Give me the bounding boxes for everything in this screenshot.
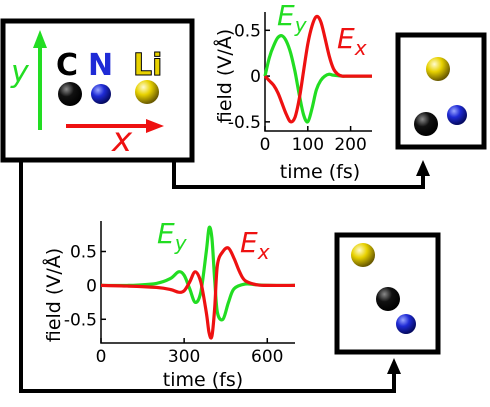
chart-top-xtick-label: 100 [292, 135, 324, 155]
chart-top-legend-ey: Ey [277, 0, 308, 37]
atom-lithium [135, 80, 159, 104]
chart-bottom-ytick-labels: 0.5 0 -0.5 [64, 243, 97, 331]
connector-arrow-bottom [19, 161, 401, 393]
chart-bottom-xtick-label: 600 [251, 347, 283, 367]
atom-label-lithium: Li [133, 48, 162, 83]
chart-top-series-ex [263, 14, 372, 124]
chart-top-axes [264, 12, 372, 132]
chart-top-series-ey [263, 34, 372, 124]
result-top-nitrogen [447, 105, 467, 125]
chart-bottom-legend-ey: Ey [157, 217, 188, 255]
chart-top-xlabel: time (fs) [280, 161, 360, 183]
chart-bottom-xtick-label: 300 [168, 347, 200, 367]
atom-label-carbon: C [56, 48, 78, 83]
chart-bottom-legend-ex: Ex [240, 226, 270, 264]
chart-bottom-series-ex [100, 246, 296, 340]
chart-bottom-xlabel: time (fs) [163, 369, 243, 391]
result-bottom-lithium [351, 243, 375, 267]
chart-top: field (V/Å) time (fs) 0.50-0.5 0 100 200 E… [213, 0, 372, 183]
chart-top-xtick-label: 0 [260, 135, 271, 155]
result-top-lithium [426, 57, 450, 81]
result-top-carbon [414, 112, 438, 136]
y-axis-label: y [10, 55, 30, 90]
chart-top-legend-ex: Ex [337, 22, 367, 60]
chart-bottom-ytick-label: 0.5 [70, 243, 97, 263]
chart-top-ytick-label: 0.5 [234, 21, 261, 41]
connector-arrow-top [172, 160, 430, 189]
result-box-top [395, 32, 487, 150]
chart-bottom-ytick-label: -0.5 [64, 310, 97, 330]
result-bottom-nitrogen [396, 314, 416, 334]
chart-bottom-xtick-labels: 0 300 600 [96, 347, 284, 367]
atom-carbon [58, 82, 82, 106]
chart-bottom-series-ey [100, 225, 296, 322]
x-axis-arrow [66, 119, 164, 133]
chart-top-ylabel: field (V/Å) [213, 29, 236, 123]
atom-nitrogen [91, 84, 111, 104]
chart-bottom-xtick-label: 0 [96, 347, 107, 367]
chart-bottom-ytick-label: 0 [86, 276, 97, 296]
chart-bottom-ylabel: field (V/Å) [42, 248, 65, 342]
y-axis-arrow [33, 30, 47, 130]
chart-top-ytick-label: 0 [250, 67, 261, 87]
chart-top-ytick-labels: 0.5 0 -0.5 [228, 21, 261, 133]
x-axis-label: x [111, 120, 133, 160]
atom-label-nitrogen: N [88, 48, 113, 83]
chart-bottom-series [100, 225, 296, 340]
chart-top-series [263, 14, 372, 124]
chart-top-xtick-label: 200 [334, 135, 366, 155]
chart-top-ytick-label: -0.5 [228, 113, 261, 133]
chart-top-xtick-labels: 0 100 200 [260, 135, 367, 155]
chart-bottom: field (V/Å) time (fs) 0.5 0 -0.5 0 300 600 E… [42, 217, 296, 391]
result-bottom-carbon [376, 287, 400, 311]
